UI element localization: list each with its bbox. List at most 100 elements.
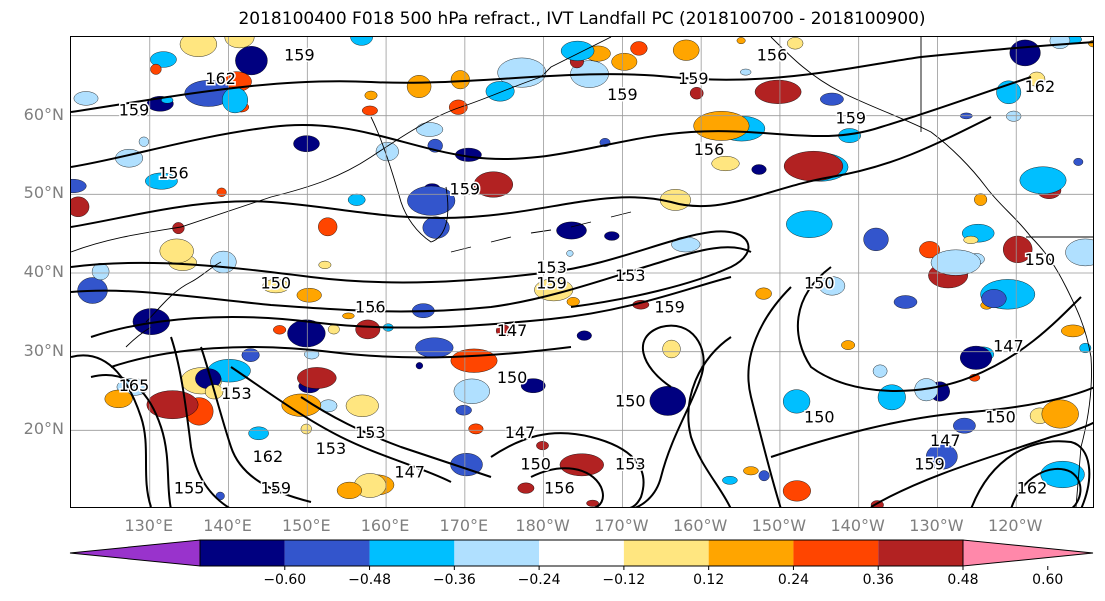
anomaly-patch	[215, 491, 225, 501]
anomaly-patch	[1019, 166, 1067, 195]
contour-label: 156	[355, 297, 386, 316]
contour-label: 147	[993, 337, 1024, 356]
contour-line	[870, 421, 1093, 507]
contour-label: 159	[607, 85, 638, 104]
contour-line	[71, 116, 992, 228]
anomaly-patch	[422, 216, 450, 239]
contour-line	[230, 366, 452, 483]
contour-line	[490, 432, 645, 507]
anomaly-patch	[375, 142, 399, 162]
contour-label: 159	[654, 297, 685, 316]
contour-line	[71, 76, 1032, 168]
anomaly-patch	[953, 417, 976, 434]
anomaly-patch	[919, 241, 940, 259]
anomaly-patch	[415, 337, 454, 358]
anomaly-patch	[221, 87, 248, 114]
colorbar-tick-label: −0.60	[263, 572, 307, 588]
contour-line	[796, 266, 1082, 392]
contour-label: 159	[536, 274, 567, 293]
contour-label: 150	[1025, 250, 1056, 269]
colorbar-bin	[369, 540, 455, 566]
contour-label: 159	[678, 69, 709, 88]
anomaly-patch	[262, 279, 290, 294]
anomaly-patch	[930, 249, 981, 276]
contour-line	[970, 440, 1091, 507]
anomaly-patch	[536, 441, 549, 451]
anomaly-patch	[1028, 71, 1046, 87]
map-panel: 156 159 162 159 159 159 159 156 156 159 162 153 159 1…	[70, 36, 1094, 508]
anomaly-patch	[473, 171, 513, 198]
colorbar-tick-label: −0.36	[432, 572, 476, 588]
anomaly-patch	[893, 295, 918, 309]
contour-label: 153	[536, 258, 567, 277]
contour-label: 147	[930, 431, 961, 450]
contour-line	[71, 354, 152, 507]
anomaly-patch	[586, 499, 599, 507]
anomaly-patch	[754, 79, 802, 104]
anomaly-patch	[364, 90, 378, 101]
anomaly-patch	[786, 210, 833, 238]
anomaly-patch	[787, 37, 804, 50]
contour-label: 150	[985, 408, 1016, 427]
contour-label: 159	[450, 179, 481, 198]
anomaly-patch	[1040, 461, 1085, 489]
colorbar-tick-label: −0.48	[348, 572, 391, 588]
contour-label: 150	[615, 392, 646, 411]
anomaly-patch	[926, 443, 958, 470]
north-america-coastline	[770, 37, 1092, 507]
anomaly-patch	[755, 287, 772, 300]
anomaly-patch	[722, 475, 738, 485]
anomaly-patch	[693, 111, 750, 141]
anomaly-patch	[1009, 39, 1041, 67]
anomaly-patch	[318, 217, 338, 237]
anomaly-patch	[1003, 235, 1033, 263]
anomaly-patch	[1065, 238, 1093, 267]
colorbar-max-arrow	[962, 539, 1094, 567]
anomaly-patch	[736, 37, 746, 44]
longitude-label: 150°E	[281, 516, 331, 535]
contour-line	[110, 346, 572, 368]
longitude-label: 130°W	[909, 516, 964, 535]
anomaly-patch	[416, 122, 444, 137]
anomaly-patch	[872, 364, 888, 378]
contour-label: 153	[615, 266, 646, 285]
anomaly-patch	[604, 231, 620, 241]
anomaly-patch	[345, 394, 379, 417]
anomaly-patch	[556, 221, 587, 240]
anomaly-patch	[960, 345, 993, 370]
anomaly-patch	[297, 367, 337, 389]
colorbar-bin	[793, 540, 879, 566]
longitude-label: 160°E	[360, 516, 410, 535]
contour-label: 155	[174, 478, 205, 497]
contour-label: 150	[520, 455, 551, 474]
anomaly-patch	[560, 40, 595, 61]
colorbar-tick-label: 0.36	[862, 572, 894, 588]
anomaly-patch	[782, 480, 811, 502]
contour-label: 162	[1017, 478, 1048, 497]
anomaly-patch	[150, 63, 162, 75]
anomaly-patch	[318, 260, 332, 269]
longitude-label: 170°E	[439, 516, 489, 535]
anomaly-patch	[1041, 399, 1079, 429]
contour-label: 150	[261, 274, 292, 293]
anomaly-patch	[485, 81, 515, 102]
anomaly-patch	[751, 164, 767, 175]
anomaly-patch	[689, 87, 704, 100]
contour-line	[687, 336, 732, 507]
colorbar-bin	[623, 540, 709, 566]
colorbar-min-arrow	[69, 539, 201, 567]
colorbar-bin	[454, 540, 540, 566]
contour-line	[530, 467, 604, 507]
longitude-label: 130°E	[124, 516, 174, 535]
contour-label: 156	[544, 478, 575, 497]
latitude-label: 30°N	[23, 340, 64, 360]
colorbar-bin	[708, 540, 794, 566]
contour-label: 159	[914, 455, 945, 474]
anomaly-patch	[520, 378, 546, 394]
figure-title: 2018100400 F018 500 hPa refract., IVT La…	[238, 9, 926, 29]
anomaly-patch	[287, 319, 326, 348]
anomaly-patch	[179, 37, 217, 57]
kamchatka-coastline	[370, 116, 449, 243]
anomaly-patch	[241, 348, 260, 362]
